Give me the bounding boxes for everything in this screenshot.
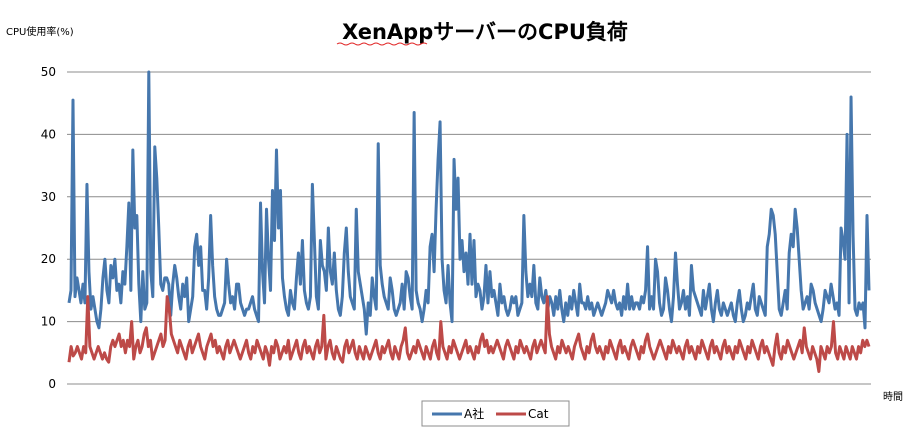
y-tick-label: 0 <box>48 377 56 391</box>
series-line-cat <box>67 295 871 374</box>
series-lines <box>67 70 871 374</box>
y-tick-label: 40 <box>41 127 56 141</box>
y-tick-label: 30 <box>41 190 56 204</box>
y-tick-label: 20 <box>41 252 56 266</box>
y-tick-label: 50 <box>41 65 56 79</box>
series-line-a-sha <box>67 70 871 336</box>
y-axis-label: CPU使用率(%) <box>6 25 74 38</box>
x-axis-label: 時間 <box>883 391 903 403</box>
legend: A社 Cat <box>421 400 570 427</box>
legend-label-a-sha: A社 <box>464 406 484 421</box>
y-tick-label: 10 <box>41 315 56 329</box>
chart-title: XenAppサーバーのCPU負荷 <box>342 20 628 44</box>
spellcheck-underline <box>336 42 428 46</box>
y-tick-labels: 0 10 20 30 40 50 <box>41 65 56 391</box>
legend-label-cat: Cat <box>528 407 549 421</box>
